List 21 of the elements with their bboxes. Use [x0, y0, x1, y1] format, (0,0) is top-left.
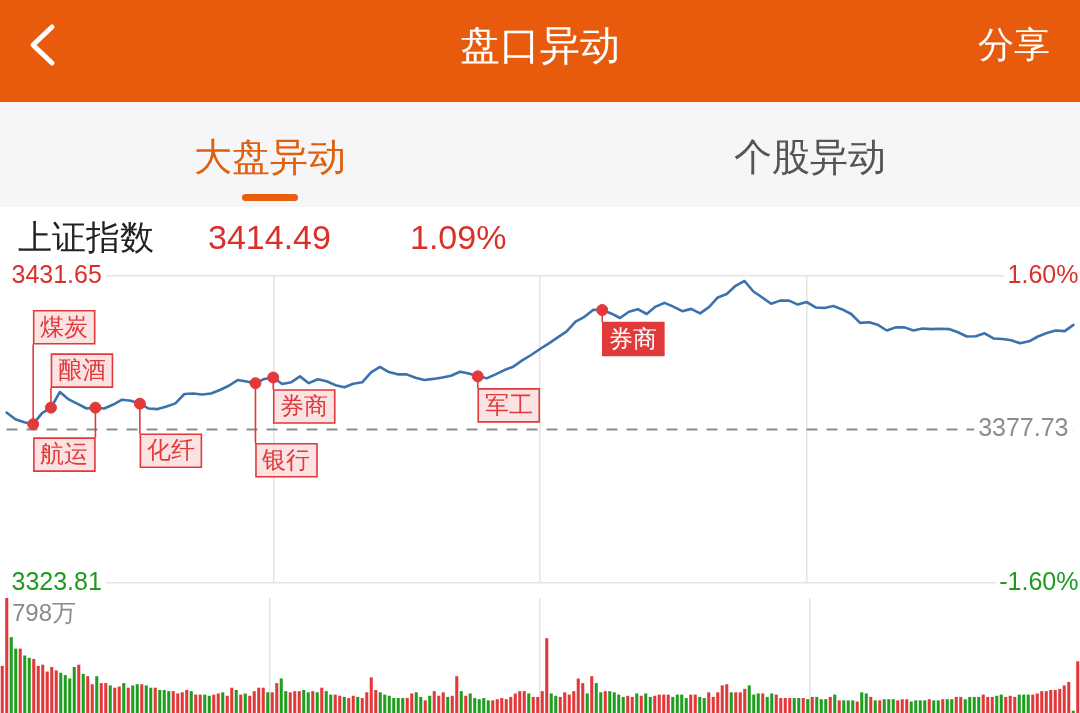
chart-title: 盘口异动 [459, 22, 621, 69]
text: 上证指数 [18, 218, 154, 256]
y2-tick-label: 1.60% [1007, 259, 1079, 288]
annotation: 798万 [12, 599, 77, 626]
y2-tick-label: -1.60% [999, 566, 1079, 595]
text: 大盘异动 [193, 135, 347, 180]
text: 个股异动 [733, 135, 887, 180]
annotation: 航运 [40, 440, 89, 468]
annotation: 券商 [609, 324, 658, 352]
annotation: 银行 [261, 445, 311, 473]
text: 1.09% [410, 217, 507, 258]
annotation: 券商 [280, 392, 329, 420]
text: 3414.49 [208, 217, 331, 258]
y-tick-label: 3323.81 [11, 566, 102, 595]
ref-line-label: 3377.73 [978, 413, 1069, 442]
annotation: 煤炭 [40, 312, 89, 340]
annotation: 化纤 [146, 436, 195, 464]
annotation: 酿酒 [57, 356, 106, 384]
annotation: 军工 [484, 390, 533, 418]
y-tick-label: 3431.65 [11, 259, 102, 288]
text: 分享 [978, 23, 1050, 67]
